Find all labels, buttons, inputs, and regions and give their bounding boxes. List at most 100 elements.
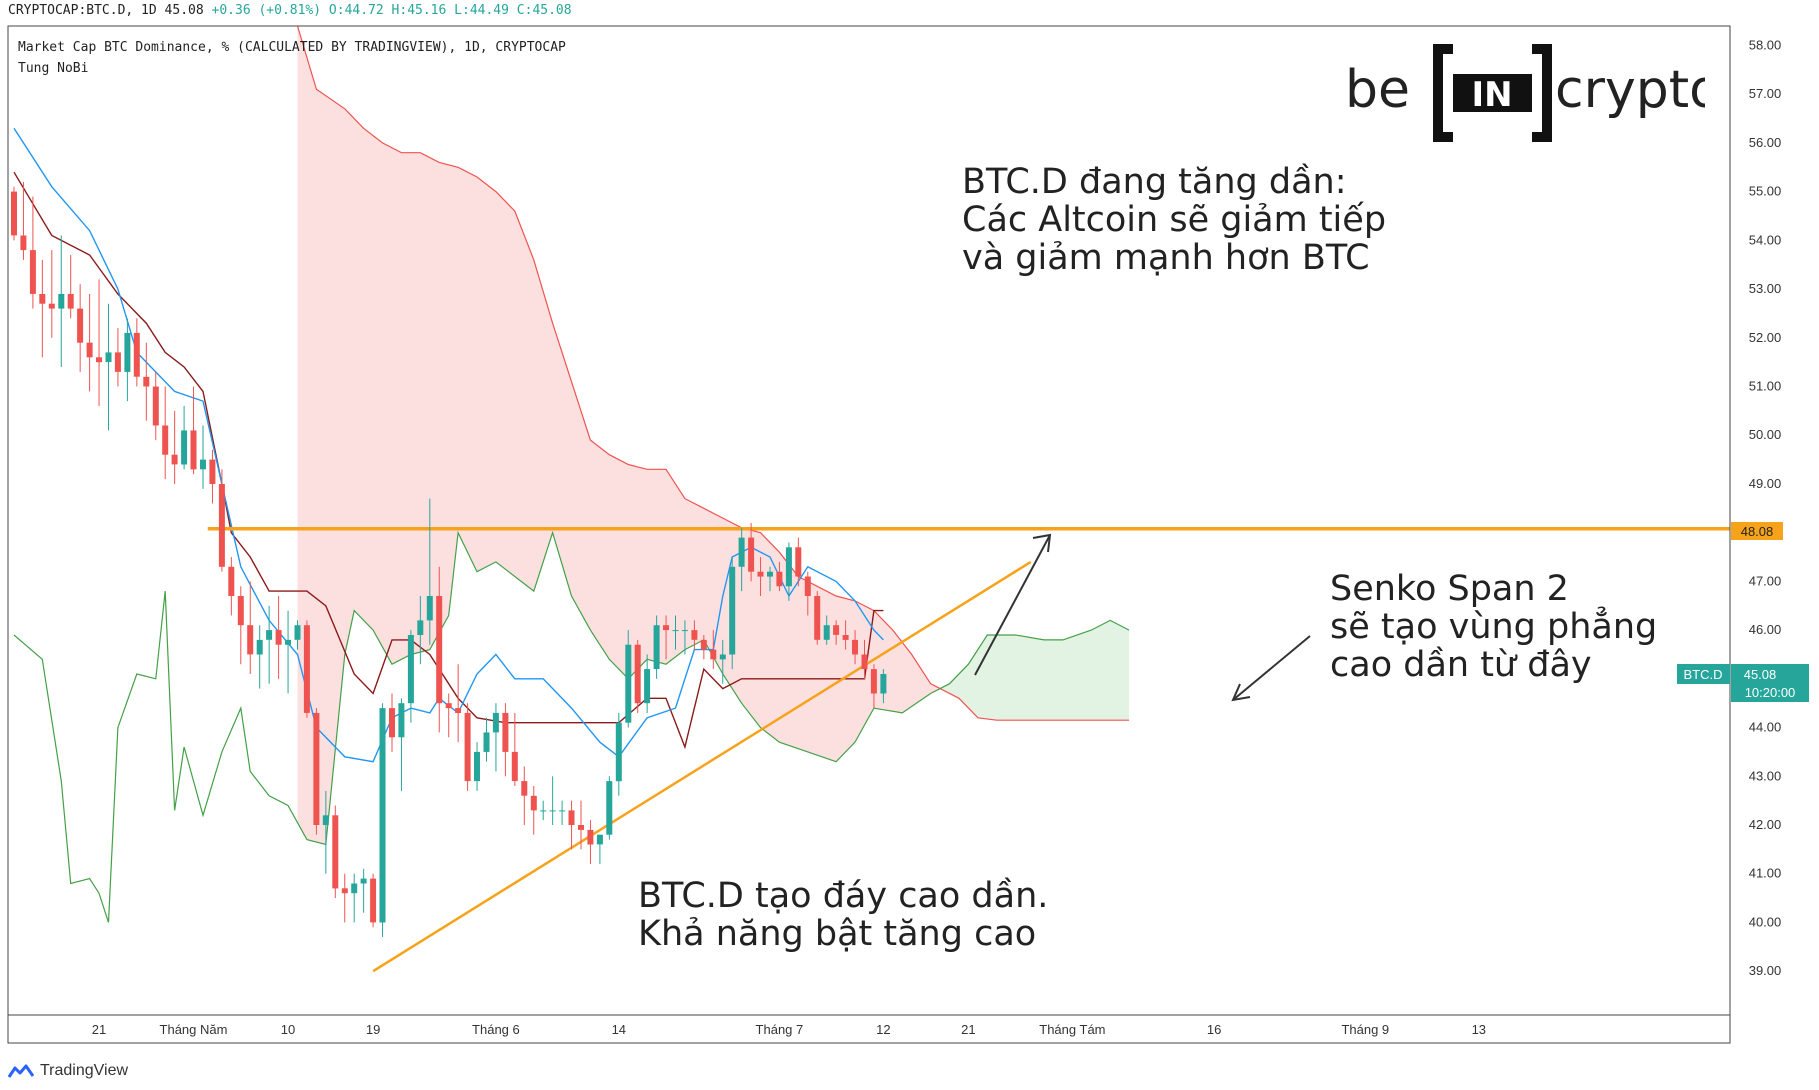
- y-tick-label: 44.00: [1749, 720, 1782, 735]
- candle-down: [511, 751, 518, 782]
- y-tick-label: 39.00: [1749, 963, 1782, 978]
- annotation-top-line-2: Các Altcoin sẽ giảm tiếp: [962, 200, 1387, 240]
- x-tick-label: 14: [612, 1022, 626, 1037]
- x-tick-label: Tháng 9: [1341, 1022, 1389, 1037]
- candle-up: [719, 654, 726, 660]
- candle-up: [398, 703, 405, 738]
- indicator-lines: [13, 25, 1730, 973]
- candle-up: [474, 751, 480, 782]
- annotation-right-line-3: cao dần từ đây: [1330, 645, 1592, 685]
- candle-down: [228, 566, 235, 596]
- candle-down: [218, 484, 225, 567]
- chart-author: Tung NoBi: [18, 61, 88, 76]
- ohlc-open: O:44.72: [328, 3, 384, 18]
- candle-down: [776, 571, 783, 587]
- candle-up: [417, 620, 424, 635]
- candle-down: [303, 625, 310, 713]
- x-tick-label: 21: [92, 1022, 106, 1037]
- x-tick-label: 19: [366, 1022, 380, 1037]
- candle-down: [587, 829, 594, 845]
- senkou-span-b-line: [296, 25, 1130, 721]
- annotation-right-line-1: Senko Span 2: [1330, 569, 1569, 609]
- x-tick-label: 12: [876, 1022, 890, 1037]
- x-tick-label: Tháng Tám: [1039, 1022, 1105, 1037]
- beincrypto-logo: be IN crypto: [1345, 44, 1721, 144]
- senkou-span-a-line: [13, 530, 1130, 923]
- candle-down: [663, 625, 669, 631]
- resistance-tag: [1731, 522, 1783, 540]
- time-axis: 21 Tháng Năm 10 19 Tháng 6 14 Tháng 7 12 21 Tháng…: [92, 1022, 1486, 1037]
- candle-up: [407, 635, 414, 704]
- candle-up: [351, 883, 358, 894]
- logo-in: IN: [1471, 75, 1512, 115]
- annotation-right: Senko Span 2 sẽ tạo vùng phẳng cao dần t…: [1330, 570, 1657, 684]
- candle-up: [672, 630, 679, 632]
- last-price-tag: [1731, 664, 1809, 702]
- description-text: Market Cap BTC Dominance, % (CALCULATED …: [18, 40, 566, 55]
- candle-up: [785, 547, 792, 587]
- x-tick-label: 10: [281, 1022, 295, 1037]
- candle-up: [738, 537, 745, 567]
- candle-up: [181, 430, 188, 465]
- arrow-up-head: [1032, 533, 1052, 553]
- annotation-top-line-1: BTC.D đang tăng dần:: [962, 162, 1347, 202]
- y-tick-label: 51.00: [1749, 379, 1782, 394]
- price-tags: 48.08 BTC.D 45.08 10:20:00: [1677, 522, 1809, 702]
- y-tick-label: 53.00: [1749, 281, 1782, 296]
- candle-down: [162, 425, 169, 455]
- candle-up: [606, 781, 613, 835]
- symbol-tag-label: BTC.D: [1684, 667, 1723, 682]
- candle-up: [360, 878, 367, 884]
- candle-up: [729, 566, 736, 655]
- ohlc-close: C:45.08: [516, 3, 572, 18]
- candle-down: [804, 576, 811, 596]
- candle-up: [880, 674, 887, 694]
- symbol-name[interactable]: CRYPTOCAP:BTC.D, 1D: [8, 3, 157, 18]
- candle-down: [814, 596, 821, 640]
- countdown-label: 10:20:00: [1745, 685, 1796, 700]
- candle-down: [870, 669, 877, 694]
- candle-up: [625, 644, 632, 723]
- candle-down: [795, 547, 802, 577]
- annotation-bottom-line-2: Khả năng bật tăng cao: [638, 914, 1037, 954]
- candle-down: [455, 708, 462, 713]
- y-tick-label: 42.00: [1749, 817, 1782, 832]
- candle-up: [492, 712, 499, 733]
- candle-up: [266, 630, 273, 640]
- candle-down: [39, 294, 46, 304]
- candle-down: [700, 639, 707, 650]
- ohlc-low: L:44.49: [454, 3, 509, 18]
- candle-down: [29, 250, 36, 294]
- tenkan-sen-line: [13, 127, 884, 763]
- candle-down: [710, 649, 717, 660]
- arrow-left: [1232, 635, 1311, 701]
- price-axis: 58.00 57.00 56.00 55.00 54.00 53.00 52.00 51.00…: [1749, 38, 1782, 979]
- candle-down: [152, 386, 159, 426]
- candle-up: [823, 625, 830, 640]
- candle-down: [530, 795, 537, 811]
- drawings: [974, 533, 1311, 702]
- symbol-header: CRYPTOCAP:BTC.D, 1D 45.08 +0.36 (+0.81%)…: [8, 3, 572, 18]
- candle-down: [370, 878, 377, 923]
- candle-down: [313, 712, 320, 825]
- candle-up: [549, 810, 556, 812]
- candle-down: [389, 708, 395, 738]
- y-tick-label: 52.00: [1749, 330, 1782, 345]
- x-tick-label: 16: [1207, 1022, 1221, 1037]
- x-tick-label: 13: [1472, 1022, 1486, 1037]
- candle-down: [133, 332, 140, 377]
- chart-frame: [7, 25, 1731, 1044]
- annotation-bottom-line-1: BTC.D tạo đáy cao dần.: [638, 876, 1049, 916]
- candle-down: [521, 781, 528, 796]
- candle-down: [237, 596, 244, 626]
- y-tick-label: 47.00: [1749, 573, 1782, 588]
- tradingview-brand[interactable]: TradingView: [8, 1062, 128, 1080]
- candle-up: [540, 810, 547, 812]
- y-tick-label: 57.00: [1749, 86, 1782, 101]
- x-tick-label: Tháng 7: [756, 1022, 804, 1037]
- candle-down: [861, 654, 868, 670]
- arrow-left-head: [1231, 683, 1251, 702]
- x-tick-label: 21: [961, 1022, 975, 1037]
- candle-down: [11, 191, 17, 236]
